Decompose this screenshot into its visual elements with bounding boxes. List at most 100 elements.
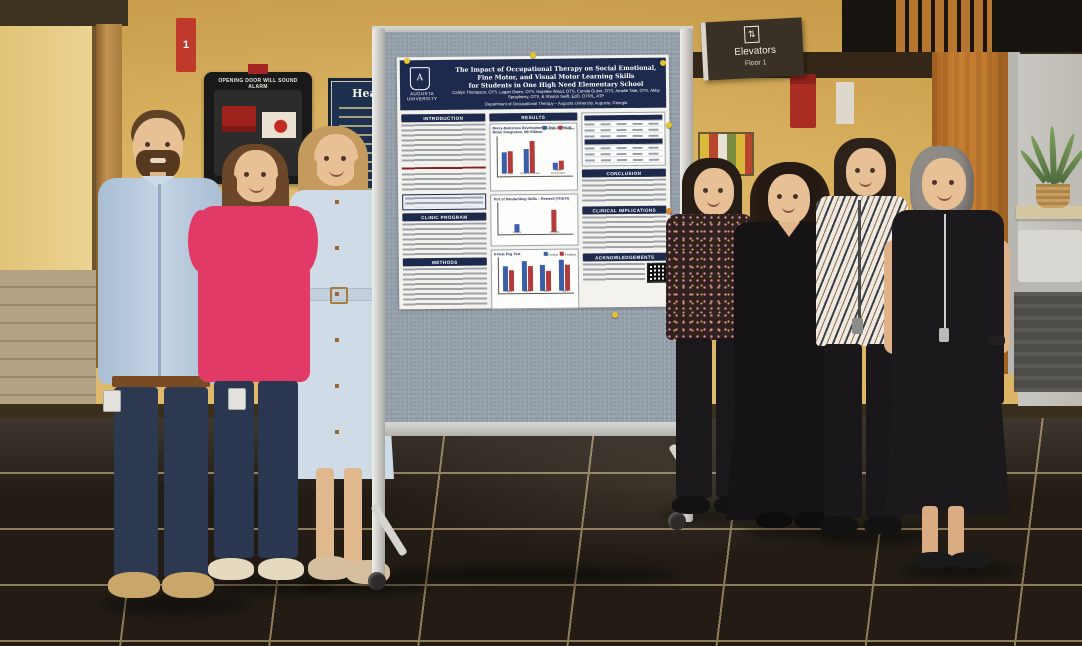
clinic-program-text bbox=[402, 222, 487, 256]
hallway-wall bbox=[0, 26, 96, 270]
section-clinical-implications: CLINICAL IMPLICATIONS bbox=[582, 205, 667, 215]
introduction-text bbox=[401, 123, 486, 165]
introduction-text bbox=[401, 172, 487, 192]
potted-plant bbox=[1018, 120, 1082, 190]
wristwatch bbox=[988, 336, 1005, 345]
push-pin bbox=[666, 208, 672, 214]
person-7-older-woman-black-dress bbox=[882, 144, 1012, 570]
push-pin bbox=[612, 312, 618, 318]
board-bottom-rail bbox=[385, 422, 680, 436]
mouth bbox=[150, 158, 166, 163]
mule-shoe bbox=[308, 556, 352, 580]
lanyard bbox=[858, 200, 861, 320]
purpose-statement-box bbox=[402, 193, 487, 211]
section-conclusion: CONCLUSION bbox=[581, 168, 666, 178]
wood-slat-panel bbox=[896, 0, 992, 54]
head bbox=[846, 148, 886, 196]
chart-plot: Pretest Posttest bbox=[497, 201, 574, 236]
shadow bbox=[100, 596, 250, 614]
conclusion-text bbox=[581, 178, 667, 204]
eyes bbox=[932, 180, 937, 185]
section-methods: METHODS bbox=[402, 257, 487, 267]
stairwell-number-sign: 1 bbox=[176, 18, 196, 72]
eyes bbox=[777, 194, 782, 199]
eyes bbox=[145, 142, 150, 147]
research-poster: A AUGUSTA UNIVERSITY The Impact of Occup… bbox=[396, 54, 672, 310]
poster-header: A AUGUSTA UNIVERSITY The Impact of Occup… bbox=[399, 57, 667, 111]
elevator-icon: ⇅ bbox=[743, 25, 760, 44]
shoe bbox=[756, 512, 792, 528]
chart-plot: VMI Total Visual Perception Motor Coordina… bbox=[496, 135, 573, 178]
eyes bbox=[855, 168, 860, 173]
chart-ths-r: Test of Handwriting Skills – Revised (TH… bbox=[490, 193, 579, 247]
alarm-flyer bbox=[262, 112, 296, 138]
shirt-placket bbox=[158, 184, 161, 378]
section-results: RESULTS bbox=[489, 112, 578, 122]
belt bbox=[112, 376, 210, 387]
pants-leg bbox=[114, 387, 158, 579]
shadow bbox=[300, 578, 430, 594]
necklace bbox=[944, 214, 946, 328]
hallway-floor bbox=[0, 270, 96, 420]
caster-wheel bbox=[368, 572, 386, 590]
pants-leg bbox=[164, 387, 208, 579]
head bbox=[234, 150, 278, 202]
stairwell-number-label: 1 bbox=[182, 39, 190, 51]
mouth bbox=[707, 198, 720, 207]
sandal bbox=[914, 552, 954, 568]
clinical-implications-text bbox=[582, 215, 667, 251]
alarm-top-tab bbox=[248, 64, 268, 74]
eyes bbox=[324, 156, 329, 161]
pink-top bbox=[198, 206, 310, 382]
mouth bbox=[859, 178, 872, 187]
push-pin bbox=[666, 122, 672, 128]
shoe bbox=[108, 572, 160, 598]
person-2-woman-pink-top bbox=[188, 140, 322, 600]
fire-alarm-strobe bbox=[790, 74, 816, 128]
head bbox=[768, 174, 810, 224]
id-badge bbox=[228, 388, 246, 410]
acknowledgements-text bbox=[582, 262, 646, 282]
wall-card bbox=[836, 82, 854, 124]
mouth bbox=[249, 184, 264, 193]
chart-plot: Trial 1 Trial 2 Trial 3 Trial 4 bbox=[497, 256, 575, 295]
introduction-subheading bbox=[401, 166, 486, 172]
university-name: AUGUSTA UNIVERSITY bbox=[406, 91, 438, 102]
shoe bbox=[162, 572, 214, 598]
pants-leg bbox=[824, 344, 862, 518]
push-pin bbox=[404, 58, 410, 64]
chart-title: Test of Handwriting Skills – Revised (TH… bbox=[493, 196, 570, 202]
plant-pot bbox=[1036, 184, 1070, 208]
id-badge bbox=[103, 390, 121, 412]
eyes bbox=[703, 188, 708, 193]
push-pin bbox=[530, 52, 536, 58]
shoe bbox=[258, 558, 304, 580]
black-dress bbox=[892, 210, 1004, 404]
leg bbox=[948, 506, 964, 560]
printer bbox=[1018, 230, 1082, 292]
shoe bbox=[820, 516, 858, 534]
board-shadow bbox=[380, 566, 680, 584]
mouth bbox=[782, 204, 795, 213]
dress-buttons bbox=[335, 200, 339, 470]
poster-left-column: INTRODUCTION CLINIC PROGRAM METHODS bbox=[401, 113, 488, 307]
shelf bbox=[1016, 206, 1082, 219]
doorway-header-trim bbox=[0, 0, 128, 26]
poster-affiliation: Department of Occupational Therapy – Aug… bbox=[484, 100, 628, 107]
shoe bbox=[864, 516, 902, 534]
leg bbox=[922, 506, 938, 560]
shadow bbox=[205, 578, 335, 594]
chart-legend: Pretest Posttest bbox=[542, 125, 574, 131]
section-clinic-program: CLINIC PROGRAM bbox=[402, 212, 487, 222]
board-left-pole bbox=[372, 28, 385, 580]
table-row bbox=[584, 156, 663, 164]
poster-title-line1: The Impact of Occupational Therapy on So… bbox=[455, 64, 657, 82]
mouth bbox=[329, 168, 344, 177]
badge-pendant bbox=[852, 318, 863, 334]
alarm-warning-label: OPENING DOOR WILL SOUND ALARM bbox=[218, 78, 298, 90]
leg bbox=[344, 468, 362, 564]
caster-wheel bbox=[668, 512, 686, 530]
head bbox=[694, 168, 734, 216]
